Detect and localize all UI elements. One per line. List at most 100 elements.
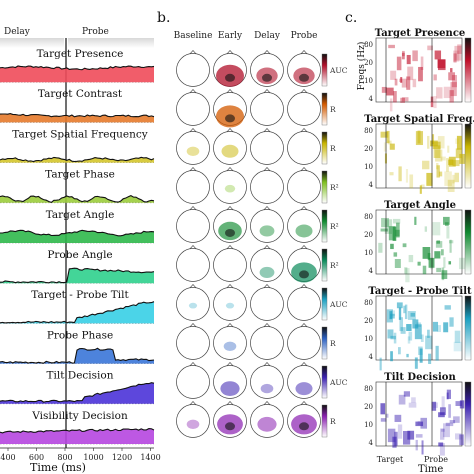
head-outline [176, 209, 210, 243]
head-outline [250, 287, 284, 321]
topo-column-header: Probe [291, 31, 318, 41]
tf-cluster [415, 439, 418, 451]
tf-cluster [381, 217, 389, 228]
tf-cluster [401, 97, 409, 102]
head-nose [189, 323, 197, 328]
tf-cluster [412, 319, 419, 329]
freq-axis-label: Freqs (Hz) [356, 42, 367, 91]
tf-cluster [443, 322, 449, 333]
tf-cluster [421, 440, 424, 455]
tf-cluster [428, 257, 435, 268]
head-nose [226, 128, 234, 133]
topomap [287, 323, 321, 360]
tf-cluster [420, 417, 428, 429]
tf-cluster [408, 402, 417, 408]
colorbar: R [321, 326, 336, 360]
tf-cluster [438, 442, 444, 447]
tf-cluster [450, 82, 457, 97]
topomap [250, 284, 284, 321]
tf-cluster [441, 428, 445, 432]
head-nose [300, 206, 308, 211]
head-outline [176, 53, 210, 87]
tf-cluster [389, 311, 393, 320]
tf-cluster [404, 304, 408, 320]
tf-cluster [389, 172, 394, 176]
head-outline [250, 131, 284, 165]
row-title: Tilt Decision [47, 370, 114, 382]
panel-a: Delay Probe Target Presence Target Contra… [0, 27, 161, 474]
tf-y-tick: 20 [364, 145, 373, 153]
tf-cluster [457, 44, 462, 54]
topomap [176, 167, 210, 204]
tf-cluster [449, 420, 456, 424]
tf-cluster [444, 305, 451, 310]
topo-blob [225, 302, 235, 309]
tf-cluster [448, 404, 451, 418]
topo-column-headers: Baseline Early Delay Probe [174, 31, 318, 41]
topomap [176, 128, 210, 165]
tf-cluster [406, 353, 409, 358]
tf-cluster [449, 317, 454, 327]
tf-cluster [390, 351, 393, 362]
x-tick-label: 800 [57, 453, 72, 462]
head-nose [189, 89, 197, 94]
topomap [287, 167, 321, 204]
head-nose [263, 323, 271, 328]
tf-cluster [407, 66, 414, 81]
decoding-row: Target Angle [0, 209, 155, 244]
tf-cluster [433, 145, 441, 159]
tf-cluster [446, 226, 450, 239]
colorbar-label: R [330, 144, 336, 153]
tf-y-tick: 10 [364, 421, 373, 429]
decoding-area [0, 301, 154, 324]
head-outline [287, 365, 321, 399]
tf-cluster [437, 59, 446, 69]
tf-y-tick: 80 [364, 41, 373, 49]
tf-cluster [439, 407, 446, 416]
tf-cluster [437, 136, 445, 149]
panel-b: b. Baseline Early Delay Probe AUCRRR²R²R²AU… [157, 10, 348, 438]
tf-cluster [444, 222, 449, 227]
tf-cluster [379, 357, 382, 371]
tf-cluster [432, 321, 439, 332]
head-outline [176, 170, 210, 204]
colorbar: AUC [321, 365, 348, 399]
tf-x-tick: Probe [424, 455, 448, 464]
tf-cluster [454, 172, 460, 183]
decoding-row: Visibility Decision [0, 410, 155, 445]
x-ticks: 400 600 800 1000 1200 1400 [0, 448, 161, 462]
head-nose [189, 206, 197, 211]
tf-cluster [453, 50, 460, 62]
tf-cluster [441, 267, 445, 281]
head-outline [250, 326, 284, 360]
tf-cluster [419, 348, 423, 363]
colorbar: R² [321, 170, 339, 204]
topo-column-header: Baseline [174, 31, 213, 41]
colorbar-label: R² [330, 183, 339, 192]
x-axis-label: Time (ms) [30, 461, 86, 474]
topomap-grid: AUC R R R² R² R² AUC R AUC R [176, 50, 348, 438]
tf-cluster [417, 130, 421, 144]
colorbar: AUC [321, 287, 348, 321]
topomap [213, 245, 247, 282]
colorbar-label: R [330, 339, 336, 348]
decoding-area [0, 382, 154, 404]
colorbar-scale [321, 365, 328, 399]
tf-cluster [458, 257, 467, 270]
decoding-line [0, 347, 155, 364]
head-outline [213, 170, 247, 204]
x-tick-label: 600 [29, 453, 44, 462]
tf-cluster [453, 341, 462, 352]
tf-cluster [434, 50, 442, 60]
head-nose [263, 128, 271, 133]
row-title: Target Angle [46, 209, 115, 221]
tf-y-tick: 20 [364, 403, 373, 411]
row-title: Probe Phase [47, 329, 113, 341]
topo-column-header: Delay [254, 31, 281, 41]
tf-cluster [387, 428, 396, 443]
tf-cluster [436, 87, 443, 99]
colorbar: R² [321, 209, 339, 243]
tf-cluster [401, 52, 405, 60]
topomap [287, 50, 321, 87]
